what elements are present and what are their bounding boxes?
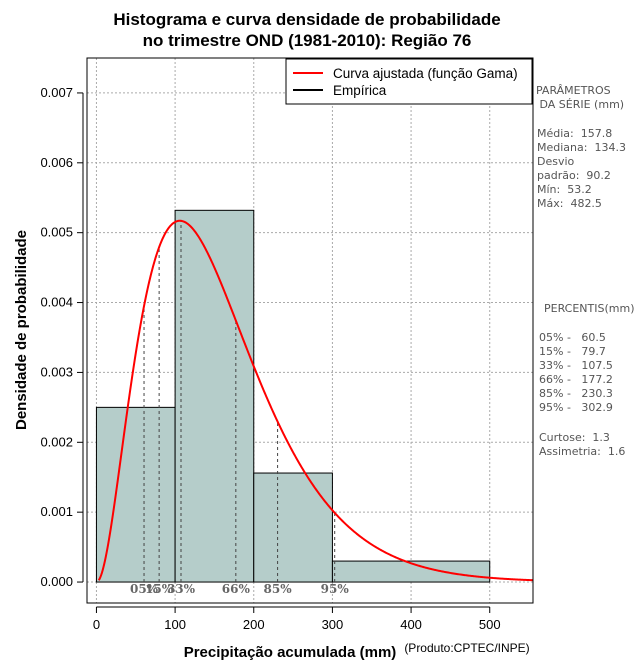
histogram-bars: [95, 209, 491, 583]
percentile-label-15%: 15%: [145, 582, 174, 596]
credit-text: (Produto:CPTEC/INPE): [404, 641, 529, 655]
chart-title: Histograma e curva densidade de probabil…: [113, 10, 500, 50]
percentil-05: 05% - 60.5: [539, 331, 606, 344]
side-panel: PARÂMETROS DA SÉRIE (mm) Média: 157.8 Me…: [536, 84, 635, 458]
param-min: Mín: 53.2: [537, 183, 592, 196]
x-axis-label: Precipitação acumulada (mm): [184, 644, 397, 660]
param-max: Máx: 482.5: [537, 197, 602, 210]
legend: Curva ajustada (função Gama) Empírica: [285, 58, 533, 105]
param-mean: Média: 157.8: [537, 127, 612, 140]
x-tick-label-3: 300: [322, 617, 344, 632]
y-axis: 0.000 0.001 0.002 0.003 0.004 0.005 0.006 0.007: [40, 85, 84, 589]
stat-skewness: Assimetria: 1.6: [539, 445, 625, 458]
y-tick-label-1: 0.001: [40, 504, 73, 519]
y-tick-label-5: 0.005: [40, 225, 73, 240]
percentil-95: 95% - 302.9: [539, 401, 613, 414]
y-tick-label-3: 0.003: [40, 364, 73, 379]
histogram-bar-1: [174, 209, 255, 583]
x-axis: 0 100 200 300 400 500: [93, 606, 501, 632]
chart-title-line-1: Histograma e curva densidade de probabil…: [113, 10, 500, 29]
percentile-label-85%: 85%: [264, 582, 293, 596]
param-stddev-label: Desvio: [537, 155, 575, 168]
param-stddev: padrão: 90.2: [537, 169, 611, 182]
x-tick-label-2: 200: [243, 617, 265, 632]
percentil-66: 66% - 177.2: [539, 373, 613, 386]
x-tick-label-1: 100: [164, 617, 186, 632]
y-tick-label-4: 0.004: [40, 295, 73, 310]
histogram-bar-3: [331, 560, 491, 583]
x-tick-label-4: 400: [400, 617, 422, 632]
histogram-bar-0: [95, 406, 176, 583]
percentil-85: 85% - 230.3: [539, 387, 613, 400]
y-axis-label: Densidade de probabilidade: [13, 230, 30, 430]
percentile-label-66%: 66%: [222, 582, 251, 596]
x-tick-label-5: 500: [479, 617, 501, 632]
percentile-markers: 05%15%33% 66% 85% 95%: [130, 220, 350, 596]
plot-frame: [86, 57, 534, 604]
percentile-label-33%: 33%: [167, 582, 196, 596]
y-tick-label-2: 0.002: [40, 434, 73, 449]
y-tick-label-7: 0.007: [40, 85, 73, 100]
percentile-label-95%: 95%: [321, 582, 350, 596]
percentile-label-05%: 05%: [130, 582, 159, 596]
legend-box: [285, 58, 533, 105]
stat-kurtosis: Curtose: 1.3: [539, 431, 610, 444]
params-title-2: DA SÉRIE (mm): [536, 98, 624, 111]
param-median: Mediana: 134.3: [537, 141, 626, 154]
x-tick-label-0: 0: [93, 617, 100, 632]
percentil-33: 33% - 107.5: [539, 359, 613, 372]
y-tick-label-6: 0.006: [40, 155, 73, 170]
legend-empirical-label: Empírica: [333, 83, 387, 98]
histogram-bar-2: [253, 472, 333, 583]
percentil-15: 15% - 79.7: [539, 345, 606, 358]
y-tick-label-0: 0.000: [40, 574, 73, 589]
legend-curve-label: Curva ajustada (função Gama): [333, 66, 518, 81]
chart-title-line-2: no trimestre OND (1981-2010): Região 76: [143, 31, 472, 50]
params-title-1: PARÂMETROS: [536, 84, 611, 97]
gamma-curve: [97, 219, 534, 582]
percentis-title: PERCENTIS(mm): [544, 302, 635, 315]
